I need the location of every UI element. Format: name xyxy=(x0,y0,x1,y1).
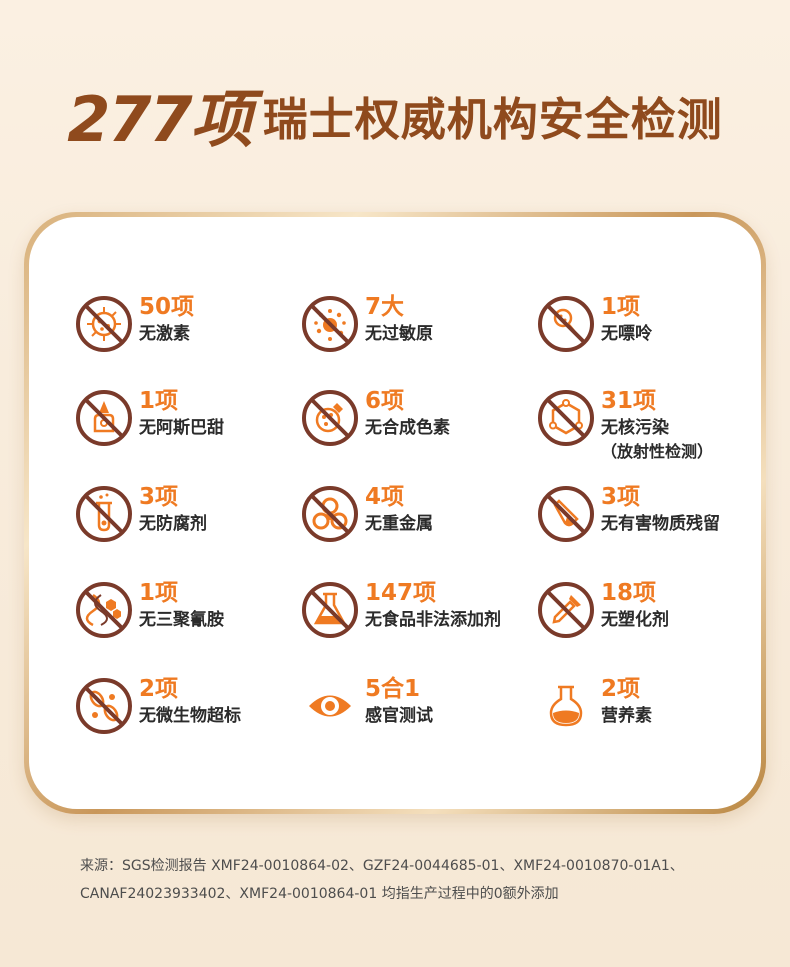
nuclear-pollution-prohibited-icon xyxy=(538,390,594,446)
test-card: 50项 无激素 7大 无过敏原 1项 无嘌呤 xyxy=(29,217,761,809)
item-melamine: 1项 无三聚氰胺 xyxy=(75,580,305,661)
item-value: 1项 xyxy=(139,388,179,414)
item-value: 147项 xyxy=(365,580,437,606)
item-value: 31项 xyxy=(601,388,657,414)
source-line-2: CANAF24023933402、XMF24-0010864-01 均指生产过程… xyxy=(80,886,559,902)
item-label: 无过敏原 xyxy=(365,324,433,344)
item-plasticizer: 18项 无塑化剂 xyxy=(537,580,767,661)
item-allergen: 7大 无过敏原 xyxy=(301,294,531,375)
item-harmful-residue: 3项 无有害物质残留 xyxy=(537,484,767,565)
item-value: 1项 xyxy=(601,294,641,320)
item-nutrient: 2项 营养素 xyxy=(537,676,767,757)
item-label: 无重金属 xyxy=(365,514,433,534)
flask-icon xyxy=(549,685,583,727)
hormone-prohibited-icon xyxy=(76,296,132,352)
purine-prohibited-icon xyxy=(538,296,594,352)
item-sublabel: （放射性检测） xyxy=(601,442,714,461)
item-value: 6项 xyxy=(365,388,405,414)
heavy-metal-prohibited-icon xyxy=(302,486,358,542)
item-value: 7大 xyxy=(365,294,405,320)
item-hormone: 50项 无激素 xyxy=(75,294,305,375)
item-label: 无微生物超标 xyxy=(139,706,241,726)
item-label: 无嘌呤 xyxy=(601,324,652,344)
page-title: 277项 瑞士权威机构安全检测 xyxy=(0,80,790,160)
item-label: 营养素 xyxy=(601,706,652,726)
item-value: 1项 xyxy=(139,580,179,606)
item-label: 无合成色素 xyxy=(365,418,450,438)
item-aspartame: 1项 无阿斯巴甜 xyxy=(75,388,305,469)
microbe-prohibited-icon xyxy=(76,678,132,734)
item-label: 无阿斯巴甜 xyxy=(139,418,224,438)
item-sensory: 5合1 感官测试 xyxy=(301,676,531,757)
item-label: 无有害物质残留 xyxy=(601,514,720,534)
item-value: 5合1 xyxy=(365,676,421,702)
item-label: 无核污染 xyxy=(601,418,669,438)
item-label: 感官测试 xyxy=(365,706,433,726)
item-synthetic-color: 6项 无合成色素 xyxy=(301,388,531,469)
item-label: 无防腐剂 xyxy=(139,514,207,534)
plasticizer-prohibited-icon xyxy=(538,582,594,638)
melamine-prohibited-icon xyxy=(76,582,132,638)
item-label: 无激素 xyxy=(139,324,190,344)
item-value: 50项 xyxy=(139,294,195,320)
item-microbe: 2项 无微生物超标 xyxy=(75,676,305,757)
illegal-additive-prohibited-icon xyxy=(302,582,358,638)
item-label: 无食品非法添加剂 xyxy=(365,610,501,630)
item-value: 4项 xyxy=(365,484,405,510)
preservative-prohibited-icon xyxy=(76,486,132,542)
item-nuclear: 31项 无核污染 （放射性检测） xyxy=(537,388,767,469)
item-purine: 1项 无嘌呤 xyxy=(537,294,767,375)
title-number: 277项 xyxy=(67,83,252,156)
title-text: 瑞士权威机构安全检测 xyxy=(262,93,723,146)
allergen-prohibited-icon xyxy=(302,296,358,352)
item-value: 18项 xyxy=(601,580,657,606)
item-value: 2项 xyxy=(601,676,641,702)
eye-icon xyxy=(309,695,351,717)
source-line-1: 来源：SGS检测报告 XMF24-0010864-02、GZF24-004468… xyxy=(80,858,684,874)
item-illegal-additive: 147项 无食品非法添加剂 xyxy=(301,580,531,661)
synthetic-color-prohibited-icon xyxy=(302,390,358,446)
aspartame-prohibited-icon xyxy=(76,390,132,446)
item-value: 3项 xyxy=(139,484,179,510)
item-heavy-metal: 4项 无重金属 xyxy=(301,484,531,565)
item-preservative: 3项 无防腐剂 xyxy=(75,484,305,565)
source-note: 来源：SGS检测报告 XMF24-0010864-02、GZF24-004468… xyxy=(80,852,760,908)
test-card-frame: 50项 无激素 7大 无过敏原 1项 无嘌呤 xyxy=(24,212,766,814)
item-label: 无塑化剂 xyxy=(601,610,669,630)
item-value: 3项 xyxy=(601,484,641,510)
item-label: 无三聚氰胺 xyxy=(139,610,224,630)
harmful-residue-prohibited-icon xyxy=(538,486,594,542)
item-value: 2项 xyxy=(139,676,179,702)
